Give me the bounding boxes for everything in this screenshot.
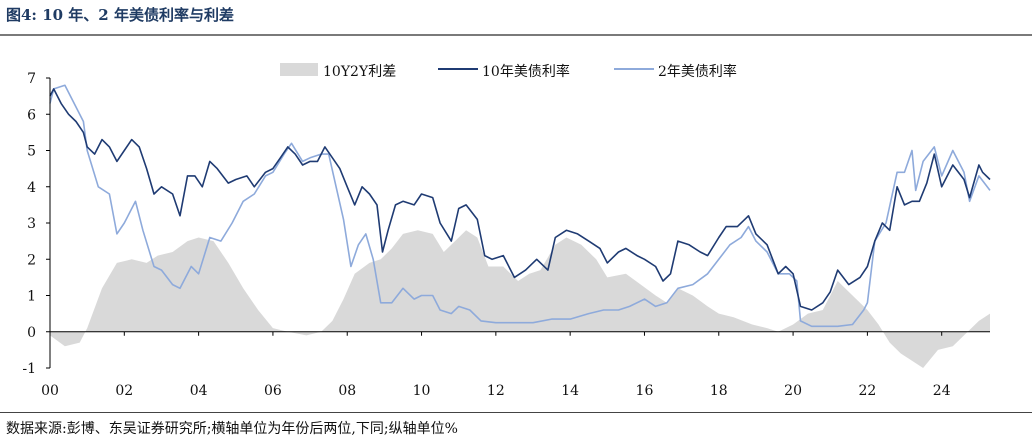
legend-label-spread: 10Y2Y利差: [323, 64, 396, 80]
y-tick-label: 1: [27, 289, 36, 305]
y-tick-label: 4: [27, 180, 36, 196]
x-ticks: 00 02 04 06 08 10 12 14 16 18 20 22 24: [41, 331, 951, 399]
y-ticks: -1 0 1 2 3 4 5 6 7: [22, 71, 50, 377]
y-tick-label: 7: [27, 71, 36, 87]
line-10y: [49, 88, 991, 311]
x-tick-label: 18: [710, 383, 728, 399]
y-tick-label: -1: [22, 361, 36, 377]
y-tick-label: 5: [27, 144, 36, 160]
spread-area: [50, 230, 990, 368]
y-tick-label: 3: [27, 216, 36, 232]
x-tick-label: 14: [561, 383, 579, 399]
legend-label-10y: 10年美债利率: [482, 63, 570, 80]
source-note: 数据来源:彭博、东吴证券研究所;横轴单位为年份后两位,下同;纵轴单位%: [6, 421, 458, 437]
line-2y: [49, 84, 991, 328]
x-tick-label: 04: [190, 383, 208, 399]
x-tick-label: 20: [784, 383, 802, 399]
legend-swatch-spread: [280, 63, 318, 76]
bottom-rule: [0, 412, 1032, 413]
x-tick-label: 12: [487, 383, 505, 399]
y-tick-label: 6: [27, 107, 36, 123]
top-rule: [0, 34, 1032, 36]
y-tick-label: 2: [27, 252, 36, 268]
x-tick-label: 00: [41, 383, 59, 399]
x-tick-label: 22: [858, 383, 876, 399]
legend: 10Y2Y利差 10年美债利率 2年美债利率: [280, 63, 737, 80]
figure-title: 图4: 10 年、2 年美债利率与利差: [6, 6, 234, 24]
x-tick-label: 02: [115, 383, 133, 399]
legend-label-2y: 2年美债利率: [658, 63, 737, 80]
x-tick-label: 10: [413, 383, 431, 399]
x-tick-label: 24: [933, 383, 951, 399]
x-tick-label: 08: [338, 383, 356, 399]
x-tick-label: 06: [264, 383, 282, 399]
x-tick-label: 16: [636, 383, 654, 399]
y-tick-label: 0: [27, 325, 36, 341]
